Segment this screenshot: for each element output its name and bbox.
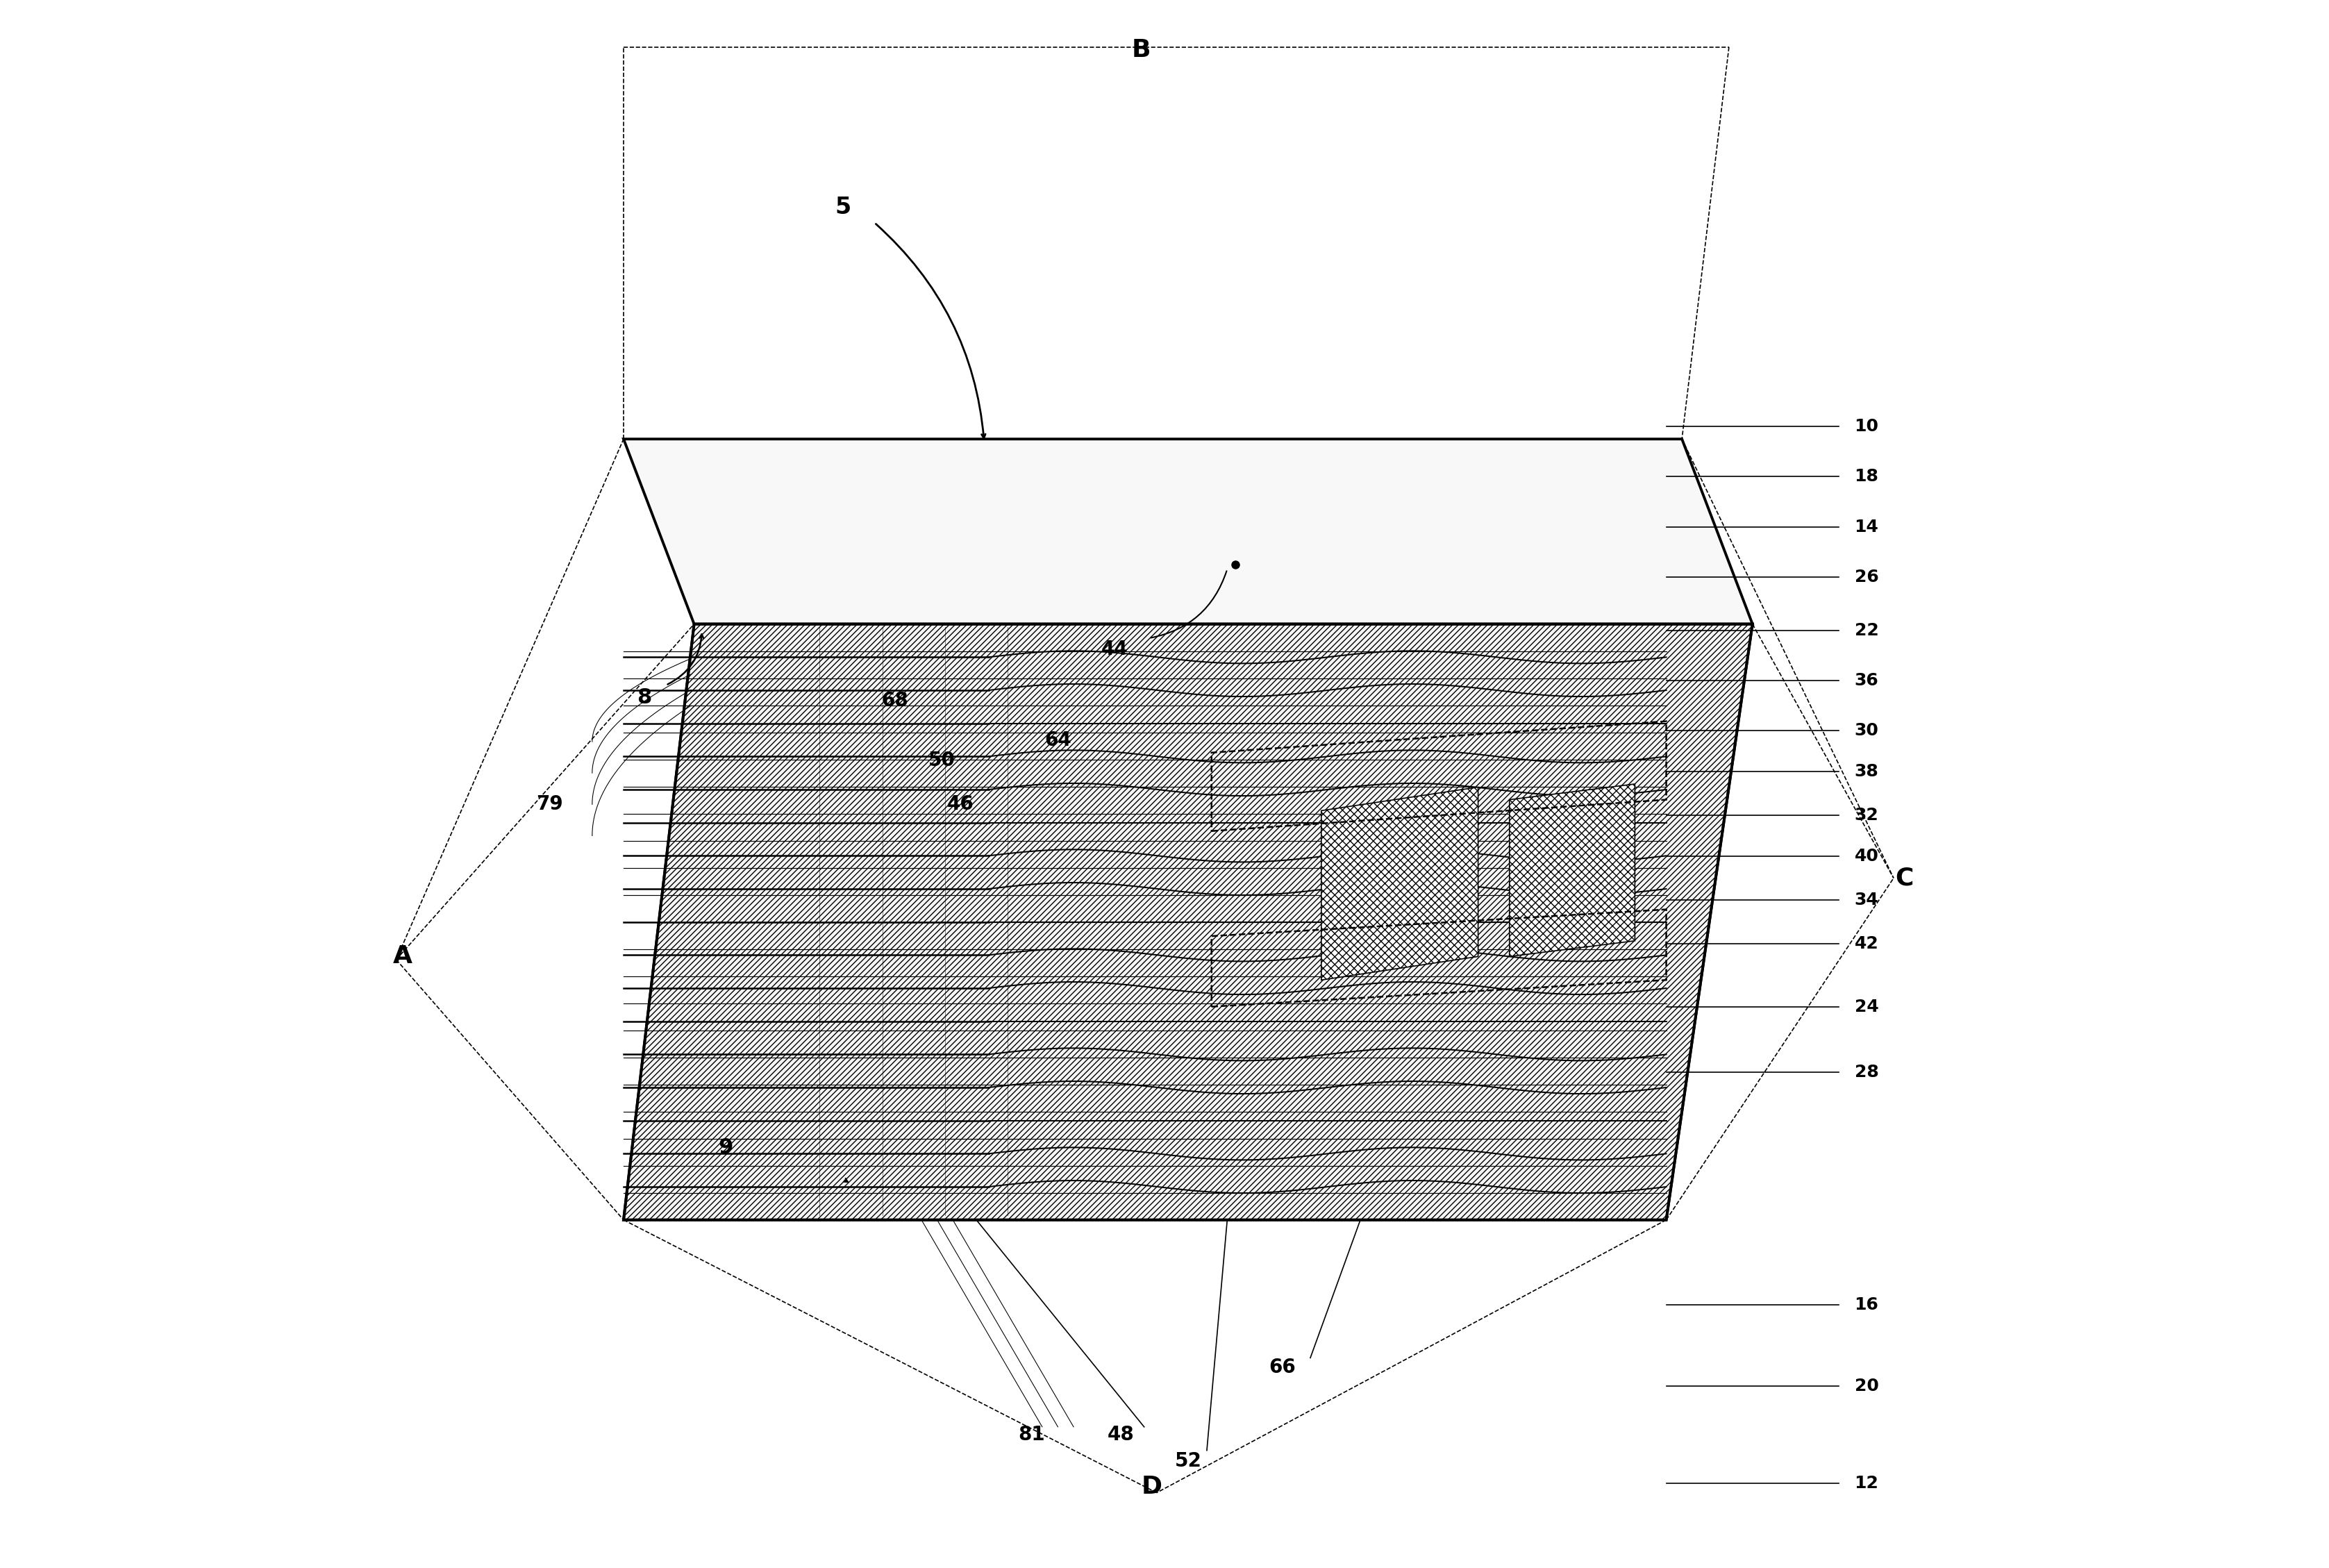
Text: 68: 68 (880, 691, 908, 710)
Text: 50: 50 (929, 751, 955, 770)
Text: A: A (394, 944, 412, 969)
Text: 14: 14 (1854, 519, 1880, 535)
Text: 44: 44 (1102, 640, 1127, 659)
Text: 8: 8 (636, 688, 652, 707)
Text: D: D (1141, 1474, 1162, 1499)
Text: 34: 34 (1854, 892, 1880, 908)
Polygon shape (624, 439, 1751, 624)
Text: 40: 40 (1854, 848, 1880, 864)
Text: 24: 24 (1854, 999, 1880, 1014)
Text: 48: 48 (1106, 1425, 1134, 1444)
Text: 22: 22 (1854, 622, 1880, 638)
Text: B: B (1132, 38, 1151, 63)
Text: 12: 12 (1854, 1475, 1880, 1491)
Text: 38: 38 (1854, 764, 1880, 779)
Text: C: C (1896, 866, 1914, 891)
Text: 81: 81 (1018, 1425, 1046, 1444)
Text: 16: 16 (1854, 1297, 1880, 1312)
Polygon shape (624, 624, 1751, 1220)
Text: 9: 9 (717, 1138, 734, 1157)
Text: 5: 5 (836, 196, 850, 218)
Text: 26: 26 (1854, 569, 1880, 585)
Text: 32: 32 (1854, 808, 1880, 823)
Text: 52: 52 (1174, 1452, 1202, 1471)
Text: 46: 46 (948, 795, 974, 814)
Text: 20: 20 (1854, 1378, 1880, 1394)
Text: 79: 79 (536, 795, 564, 814)
Text: 28: 28 (1854, 1065, 1880, 1080)
Text: 66: 66 (1269, 1358, 1295, 1377)
Polygon shape (1509, 784, 1635, 956)
Polygon shape (1321, 787, 1479, 980)
Text: 36: 36 (1854, 673, 1880, 688)
Text: 10: 10 (1854, 419, 1880, 434)
Text: 42: 42 (1854, 936, 1880, 952)
Text: 30: 30 (1854, 723, 1880, 739)
Text: 64: 64 (1043, 731, 1071, 750)
Text: 18: 18 (1854, 469, 1880, 485)
